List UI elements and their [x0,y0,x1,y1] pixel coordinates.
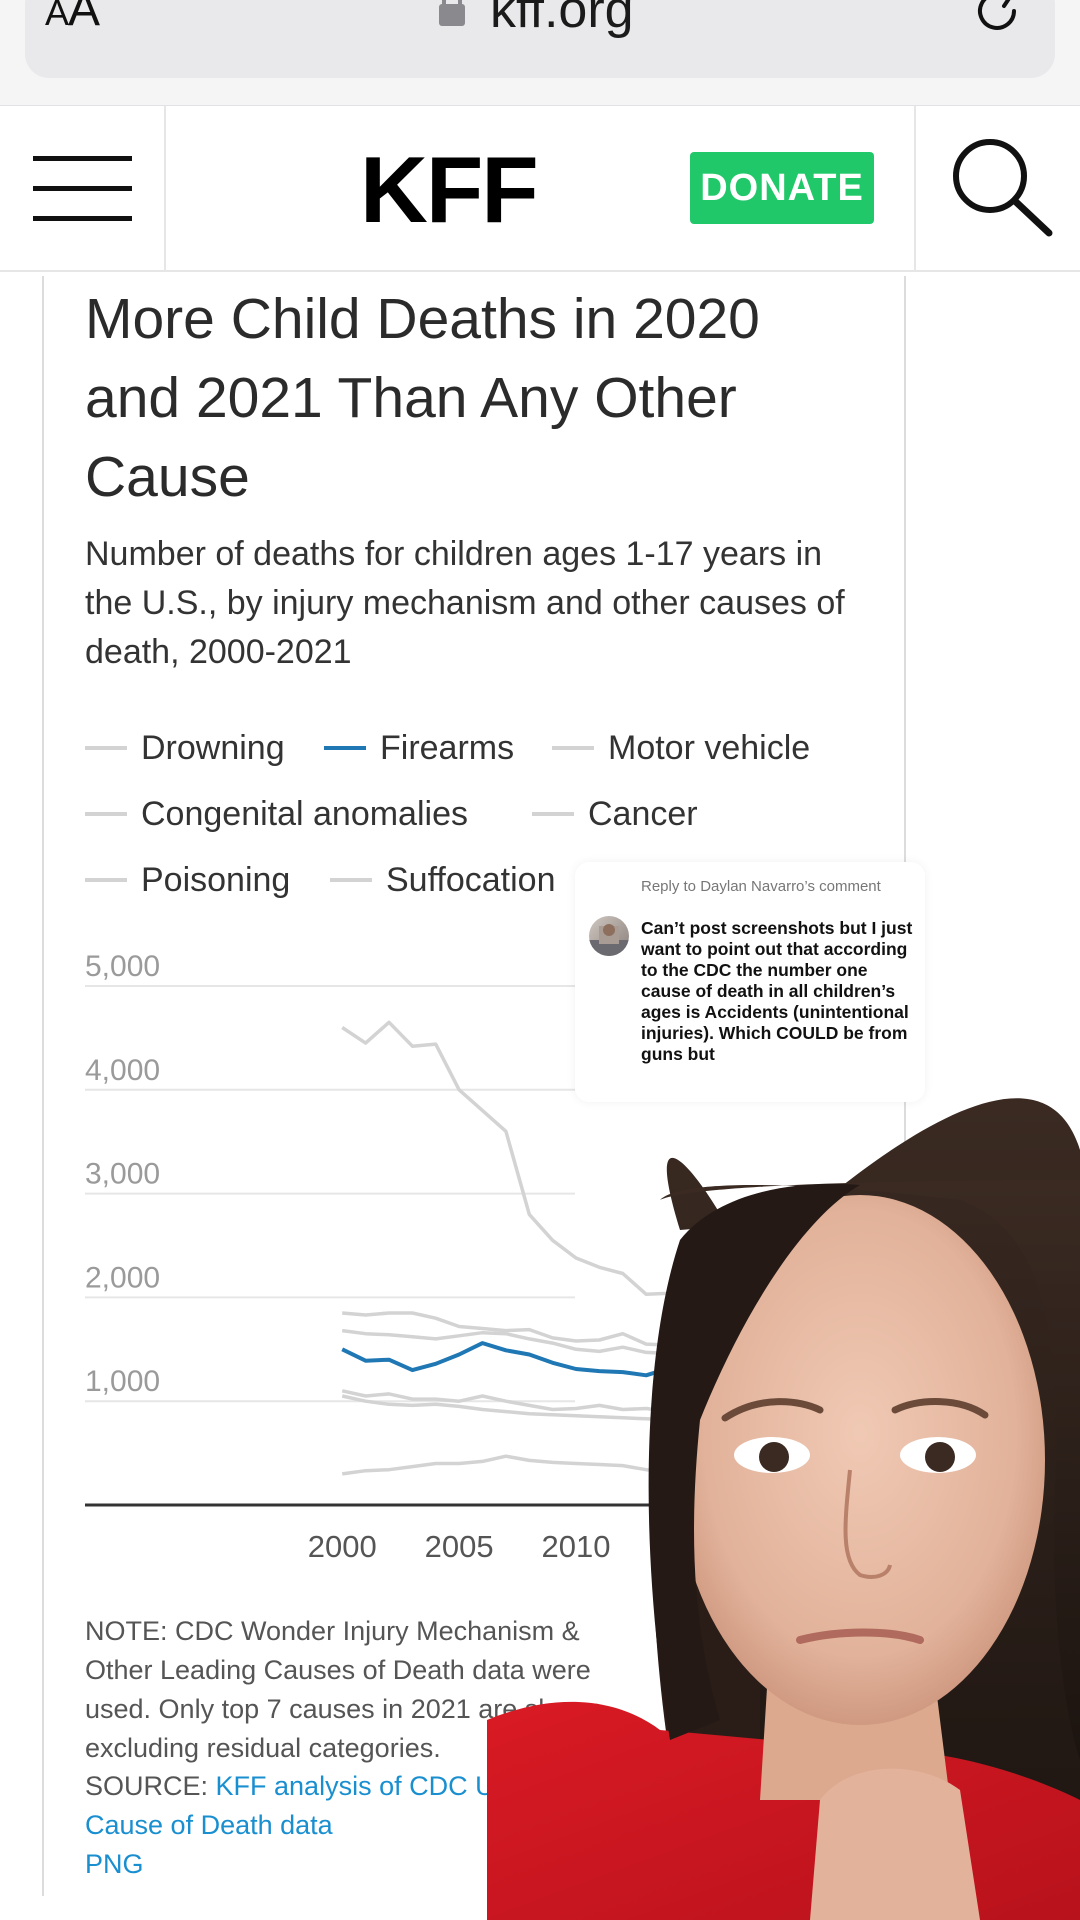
avatar [589,916,629,956]
donate-button[interactable]: DONATE [690,152,874,224]
kff-logo[interactable]: KFF [360,137,539,242]
url-text[interactable]: kff.org [490,0,634,39]
legend-item-drowning[interactable]: Drowning [85,728,285,768]
y-tick-label: 4,000 [85,1054,160,1087]
reply-comment-bubble: Reply to Daylan Navarro’s comment Can’t … [575,862,925,1102]
reload-icon[interactable] [970,0,1024,38]
lock-icon [439,0,465,26]
series-line-poisoning[interactable] [341,1410,835,1476]
hamburger-menu-icon[interactable] [0,106,166,270]
chart-source: SOURCE: KFF analysis of CDC Underlying C… [85,1771,605,1879]
x-tick-label: 2005 [425,1529,494,1564]
series-line-firearms[interactable] [341,1234,835,1378]
legend-item-congenital-anomalies[interactable]: Congenital anomalies [85,794,468,834]
legend-item-cancer[interactable]: Cancer [532,794,698,834]
chart-note: NOTE: CDC Wonder Injury Mechanism & Othe… [85,1616,611,1763]
legend-item-firearms[interactable]: Firearms [324,728,514,768]
search-button[interactable] [914,106,1080,270]
browser-toolbar: AA kff.org [0,0,1080,106]
text-size-button[interactable]: AA [45,0,100,36]
y-tick-label: 5,000 [85,950,160,983]
y-tick-label: 2,000 [85,1261,160,1294]
address-bar[interactable]: AA kff.org [25,0,1055,78]
search-icon [953,139,1053,237]
chart-subtitle: Number of deaths for children ages 1-17 … [85,535,845,671]
y-tick-label: 1,000 [85,1365,160,1398]
x-tick-label: 2010 [542,1529,611,1564]
y-tick-label: 3,000 [85,1158,160,1191]
png-download-link[interactable]: PNG [85,1849,144,1879]
legend-item-motor-vehicle[interactable]: Motor vehicle [552,728,810,768]
legend-item-suffocation[interactable]: Suffocation [330,860,556,900]
x-tick-label: 2000 [308,1529,377,1564]
x-tick-label: 2015 [658,1529,727,1564]
chart-title: More Child Deaths in 2020 and 2021 Than … [85,287,760,509]
legend-item-poisoning[interactable]: Poisoning [85,860,290,900]
comment-text: Can’t post screenshots but I just want t… [641,918,913,1064]
site-header: KFF DONATE [0,106,1080,272]
reply-to-label: Reply to Daylan Navarro’s comment [641,878,881,895]
